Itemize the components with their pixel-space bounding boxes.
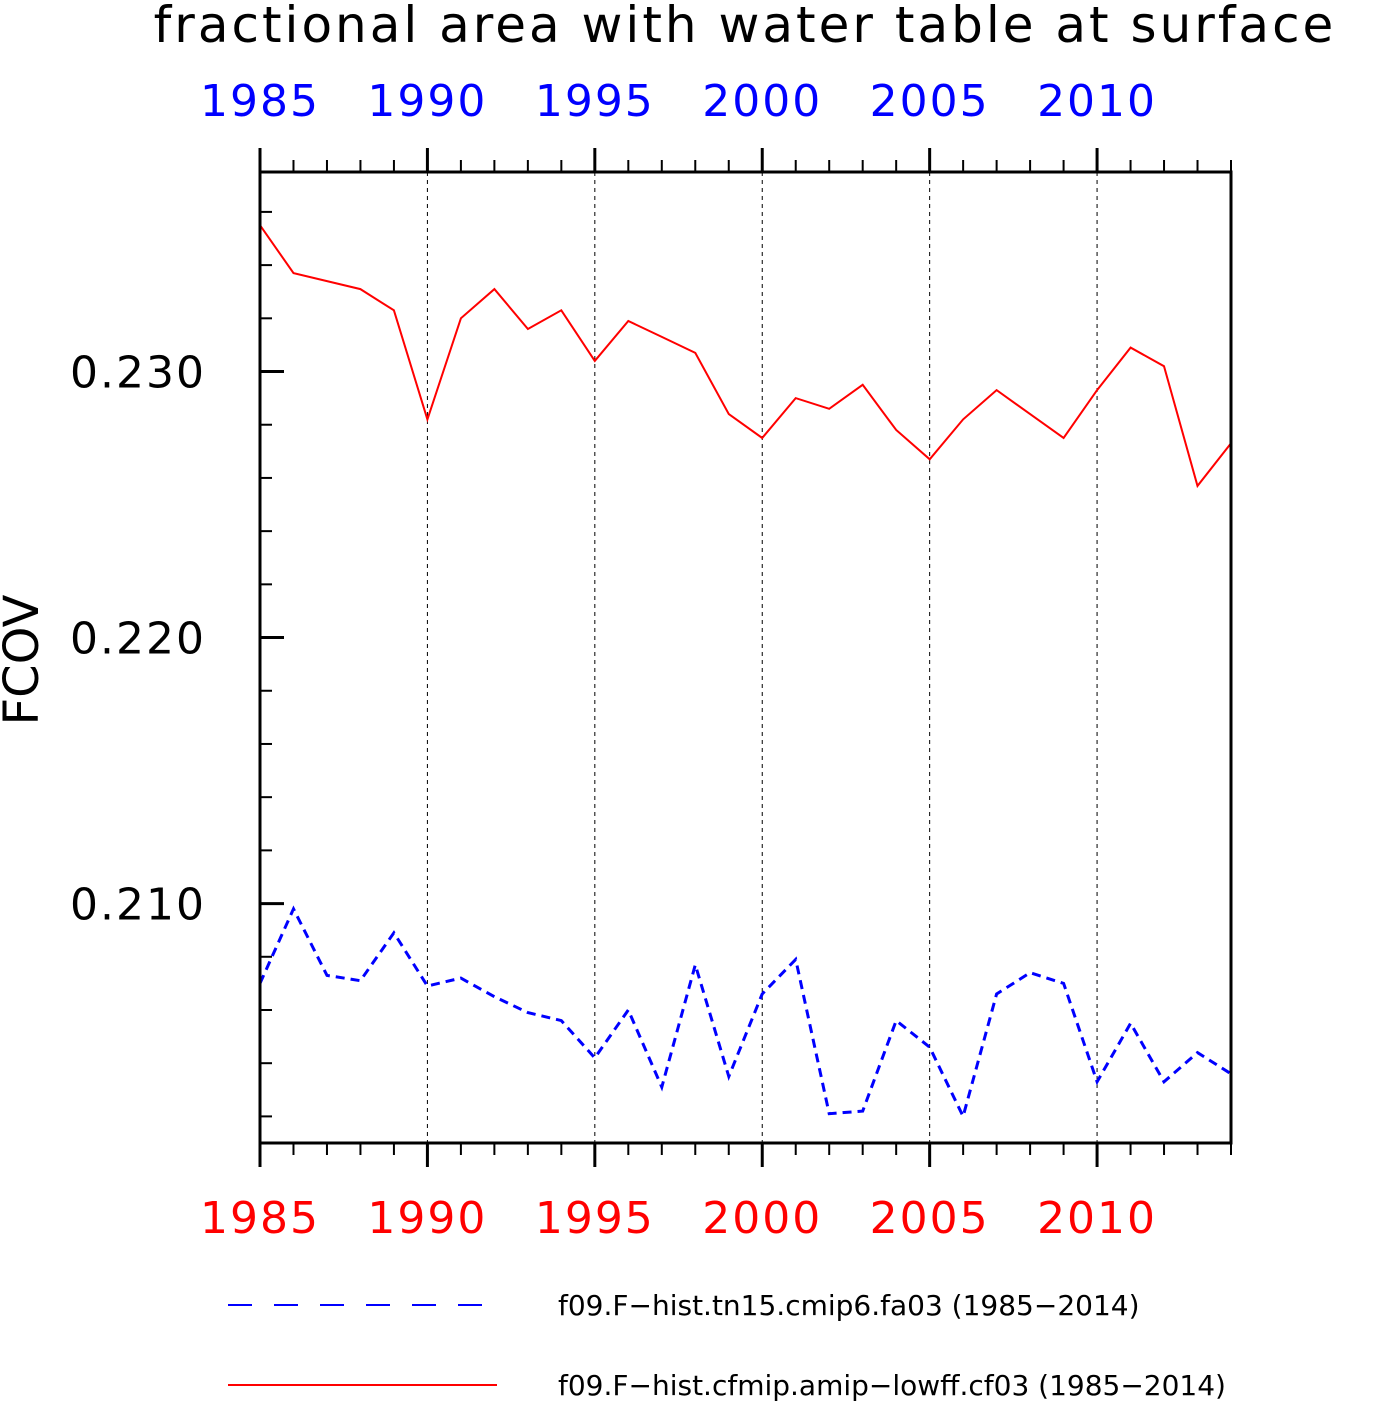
x-tick-label-bottom: 2010 xyxy=(1037,1193,1157,1244)
series-lines xyxy=(258,224,1232,1121)
series-line-cf03 xyxy=(259,224,1232,489)
grid-lines xyxy=(426,172,1098,1143)
series-line-fa03 xyxy=(258,905,1232,1121)
y-axis-label: FCOV xyxy=(0,594,50,725)
x-tick-label-bottom: 1995 xyxy=(535,1193,655,1244)
legend-label-fa03: f09.F−hist.tn15.cmip6.fa03 (1985−2014) xyxy=(558,1289,1140,1322)
x-tick-label-top: 1985 xyxy=(200,76,320,127)
x-tick-label-top: 2010 xyxy=(1037,76,1157,127)
x-tick-label-top: 1995 xyxy=(535,76,655,127)
plot-frame xyxy=(258,170,1233,1145)
x-tick-label-top: 2000 xyxy=(702,76,822,127)
legend: f09.F−hist.tn15.cmip6.fa03 (1985−2014) f0… xyxy=(228,1289,1226,1402)
x-tick-label-bottom: 2000 xyxy=(702,1193,822,1244)
x-tick-label-bottom: 2005 xyxy=(870,1193,990,1244)
axis-ticks xyxy=(258,148,1232,1167)
legend-label-cf03: f09.F−hist.cfmip.amip−lowff.cf03 (1985−2… xyxy=(558,1369,1226,1402)
y-tick-label: 0.210 xyxy=(70,880,206,931)
chart-title: fractional area with water table at surf… xyxy=(154,0,1337,54)
tick-labels: 1985 1985 1990 1990 1995 1995 2000 2000 2005 2005… xyxy=(70,76,1157,1244)
x-tick-label-bottom: 1990 xyxy=(367,1193,487,1244)
y-tick-label: 0.230 xyxy=(70,348,206,399)
y-tick-label: 0.220 xyxy=(70,614,206,665)
x-tick-label-bottom: 1985 xyxy=(200,1193,320,1244)
x-tick-label-top: 1990 xyxy=(367,76,487,127)
x-tick-label-top: 2005 xyxy=(870,76,990,127)
